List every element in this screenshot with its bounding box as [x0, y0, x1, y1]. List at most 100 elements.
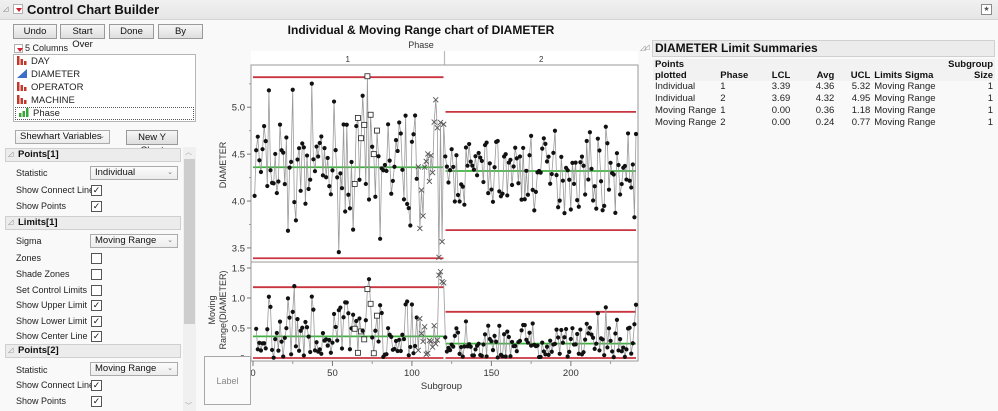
data-point[interactable] [611, 172, 616, 177]
hidden-point[interactable] [428, 338, 434, 345]
set-control-limits-checkbox[interactable] [91, 285, 102, 296]
hidden-point[interactable] [428, 152, 434, 159]
data-point[interactable] [633, 131, 639, 137]
data-point[interactable] [530, 321, 535, 326]
data-point[interactable] [622, 163, 627, 169]
data-point[interactable] [411, 351, 416, 356]
hidden-point[interactable] [432, 340, 439, 347]
data-point[interactable] [444, 349, 449, 354]
excluded-point[interactable] [370, 350, 377, 357]
data-point[interactable] [618, 337, 623, 342]
data-point[interactable] [556, 205, 561, 210]
data-point[interactable] [343, 209, 348, 214]
data-point[interactable] [284, 135, 289, 140]
data-point[interactable] [370, 144, 375, 149]
data-point[interactable] [289, 352, 294, 357]
data-point[interactable] [363, 318, 368, 323]
data-point[interactable] [254, 326, 259, 331]
data-point[interactable] [339, 346, 345, 351]
data-point[interactable] [324, 175, 329, 180]
data-point[interactable] [500, 354, 505, 359]
data-point[interactable] [273, 151, 278, 157]
data-point[interactable] [381, 168, 386, 173]
data-point[interactable] [505, 329, 510, 334]
data-point[interactable] [317, 347, 322, 352]
section-limits-1[interactable]: ◿ Limits[1] [5, 216, 181, 230]
data-point[interactable] [338, 305, 343, 310]
data-point[interactable] [605, 345, 610, 350]
data-point[interactable] [627, 178, 632, 183]
data-point[interactable] [459, 344, 464, 350]
data-point[interactable] [414, 176, 419, 181]
data-point[interactable] [587, 130, 593, 135]
hidden-point[interactable] [431, 322, 437, 329]
data-point[interactable] [390, 178, 395, 184]
data-point[interactable] [284, 326, 289, 331]
data-point[interactable] [481, 179, 486, 185]
data-point[interactable] [470, 163, 475, 168]
data-point[interactable] [330, 168, 335, 173]
red-triangle-menu-icon[interactable] [13, 4, 23, 14]
data-point[interactable] [354, 123, 359, 129]
data-point[interactable] [252, 193, 257, 198]
data-point[interactable] [465, 163, 470, 168]
excluded-point[interactable] [361, 121, 368, 128]
data-point[interactable] [595, 311, 600, 316]
data-point[interactable] [373, 194, 378, 199]
hidden-point[interactable] [436, 254, 442, 261]
data-point[interactable] [281, 354, 286, 359]
data-point[interactable] [320, 331, 326, 336]
data-point[interactable] [487, 161, 492, 166]
data-point[interactable] [462, 344, 467, 349]
hidden-point[interactable] [423, 158, 430, 165]
data-point[interactable] [468, 344, 473, 349]
data-point[interactable] [540, 146, 545, 151]
data-point[interactable] [406, 206, 411, 211]
data-point[interactable] [556, 335, 561, 340]
data-point[interactable] [584, 138, 589, 144]
data-point[interactable] [287, 165, 292, 170]
data-point[interactable] [282, 335, 287, 340]
data-point[interactable] [258, 169, 264, 175]
data-point[interactable] [452, 199, 457, 204]
y-axis-label-moving-range[interactable]: Moving [207, 295, 217, 324]
data-point[interactable] [271, 355, 276, 360]
excluded-point[interactable] [374, 127, 380, 134]
show-lower-limit-checkbox[interactable]: ✓ [91, 316, 102, 327]
data-point[interactable] [293, 344, 299, 349]
data-point[interactable] [392, 346, 397, 352]
data-point[interactable] [403, 113, 408, 118]
data-point[interactable] [476, 150, 481, 156]
data-point[interactable] [257, 158, 262, 163]
data-point[interactable] [409, 302, 415, 307]
data-point[interactable] [378, 236, 383, 241]
data-point[interactable] [341, 122, 346, 127]
data-point[interactable] [306, 334, 311, 339]
data-point[interactable] [594, 206, 599, 211]
data-point[interactable] [616, 162, 621, 168]
data-point[interactable] [392, 164, 397, 169]
data-point[interactable] [300, 325, 305, 330]
data-point[interactable] [376, 154, 381, 159]
data-point[interactable] [484, 354, 489, 359]
excluded-point[interactable] [364, 286, 371, 293]
scrollbar-thumb[interactable] [184, 159, 195, 324]
data-point[interactable] [621, 345, 626, 350]
excluded-point[interactable] [367, 111, 374, 118]
data-point[interactable] [501, 332, 507, 337]
data-point[interactable] [262, 123, 267, 129]
data-point[interactable] [551, 150, 556, 155]
data-point[interactable] [320, 173, 326, 178]
data-point[interactable] [255, 134, 260, 139]
data-point[interactable] [559, 327, 564, 333]
data-point[interactable] [600, 208, 605, 213]
statistic-dropdown-1[interactable]: Individual ⌄ [90, 166, 178, 180]
data-point[interactable] [385, 326, 391, 331]
data-point[interactable] [514, 349, 519, 354]
data-point[interactable] [444, 164, 449, 169]
data-point[interactable] [301, 353, 306, 358]
data-point[interactable] [618, 192, 623, 197]
data-point[interactable] [373, 328, 378, 333]
data-point[interactable] [360, 93, 365, 98]
data-point[interactable] [447, 168, 453, 173]
